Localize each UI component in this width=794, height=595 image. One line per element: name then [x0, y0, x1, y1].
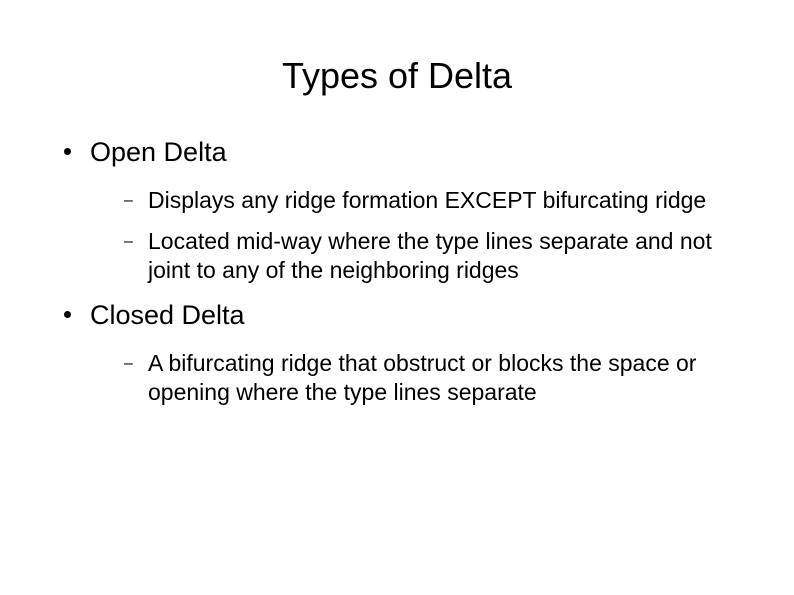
level2-label: Displays any ridge formation EXCEPT bifu… [148, 186, 744, 215]
bullet-list-level1: Open Delta Displays any ridge formation … [50, 135, 744, 407]
level1-label: Open Delta [90, 135, 744, 170]
list-item: Located mid-way where the type lines sep… [120, 227, 744, 285]
list-item: Closed Delta A bifurcating ridge that ob… [60, 298, 744, 407]
slide-title: Types of Delta [50, 55, 744, 97]
bullet-list-level2: Displays any ridge formation EXCEPT bifu… [90, 186, 744, 284]
list-item: A bifurcating ridge that obstruct or blo… [120, 349, 744, 407]
level1-label: Closed Delta [90, 298, 744, 333]
slide-container: Types of Delta Open Delta Displays any r… [0, 0, 794, 461]
level2-label: Located mid-way where the type lines sep… [148, 227, 744, 285]
list-item: Displays any ridge formation EXCEPT bifu… [120, 186, 744, 215]
level2-label: A bifurcating ridge that obstruct or blo… [148, 349, 744, 407]
bullet-list-level2: A bifurcating ridge that obstruct or blo… [90, 349, 744, 407]
list-item: Open Delta Displays any ridge formation … [60, 135, 744, 284]
